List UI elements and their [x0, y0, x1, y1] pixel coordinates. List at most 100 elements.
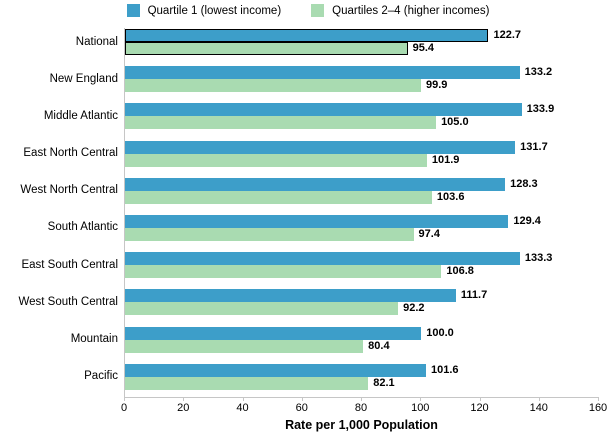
legend-swatch-quartile1-icon — [126, 4, 140, 17]
bar-line: 99.9 — [125, 79, 616, 93]
bar-line: 106.8 — [125, 265, 616, 279]
x-tick-mark — [361, 397, 362, 401]
bar-pair: 122.7 95.4 — [125, 28, 616, 65]
chart-row: West North Central 128.3 103.6 — [0, 177, 616, 214]
category-label: Pacific — [84, 370, 118, 383]
x-tick-label: 80 — [354, 402, 368, 414]
bar-line: 133.3 — [125, 252, 616, 266]
chart-legend: Quartile 1 (lowest income) Quartiles 2–4… — [0, 4, 616, 17]
bar-quartile1 — [125, 177, 506, 191]
x-tick-label: 100 — [411, 402, 430, 414]
bar-quartile1 — [125, 214, 509, 228]
value-label: 101.6 — [430, 363, 459, 376]
category-label: West South Central — [18, 295, 118, 308]
value-label: 82.1 — [373, 376, 395, 389]
bar-pair: 133.9 105.0 — [125, 102, 616, 139]
legend-item-quartile1: Quartile 1 (lowest income) — [126, 4, 282, 17]
category-label: Middle Atlantic — [43, 109, 118, 122]
value-label: 131.7 — [520, 140, 548, 153]
chart-row: East South Central 133.3 106.8 — [0, 251, 616, 288]
bar-quartiles24 — [125, 339, 364, 353]
x-tick-label: 60 — [295, 402, 308, 414]
bar-line: 97.4 — [125, 227, 616, 241]
bar-pair: 129.4 97.4 — [125, 214, 616, 251]
chart-row: Mountain 100.0 80.4 — [0, 326, 616, 363]
value-label: 133.9 — [526, 103, 555, 116]
category-label: National — [75, 35, 118, 48]
chart-row: New England 133.2 99.9 — [0, 65, 616, 102]
bar-quartile1 — [125, 289, 456, 303]
category-label: New England — [49, 72, 118, 85]
bar-quartiles24 — [125, 376, 369, 390]
value-label: 101.9 — [431, 153, 460, 166]
value-label: 133.2 — [524, 66, 553, 79]
x-tick-mark — [598, 397, 599, 401]
chart-row: South Atlantic 129.4 97.4 — [0, 214, 616, 251]
bar-pair: 133.2 99.9 — [125, 65, 616, 102]
value-label: 105.0 — [441, 116, 469, 129]
bar-line: 131.7 — [125, 140, 616, 154]
value-label: 100.0 — [426, 326, 454, 339]
bar-line: 129.4 — [125, 214, 616, 228]
x-tick-mark — [420, 397, 422, 401]
value-label: 106.8 — [446, 265, 474, 278]
value-label: 99.9 — [425, 79, 448, 92]
legend-label-quartiles24: Quartiles 2–4 (higher incomes) — [332, 4, 490, 17]
bar-line: 101.9 — [125, 153, 616, 167]
bar-line: 133.9 — [125, 103, 616, 117]
bar-quartile1 — [125, 363, 426, 377]
bar-quartiles24 — [125, 302, 399, 316]
x-tick-mark — [242, 397, 244, 401]
x-tick-label: 140 — [529, 402, 548, 414]
bar-line: 92.2 — [125, 302, 616, 316]
chart-row: East North Central 131.7 101.9 — [0, 140, 616, 177]
category-label: East South Central — [21, 258, 118, 271]
bar-quartiles24 — [125, 190, 432, 204]
bar-quartile1 — [125, 103, 522, 117]
value-label: 95.4 — [412, 42, 435, 54]
x-tick-mark — [183, 397, 185, 401]
x-tick-label: 40 — [236, 402, 249, 414]
value-label: 129.4 — [513, 214, 541, 227]
bar-quartiles24 — [125, 227, 414, 241]
bar-line: 133.2 — [125, 66, 616, 80]
value-label: 92.2 — [403, 302, 425, 315]
x-tick-mark — [301, 397, 303, 401]
bar-line: 111.7 — [125, 289, 616, 303]
x-axis-title: Rate per 1,000 Population — [285, 418, 438, 432]
bar-quartiles24 — [125, 265, 442, 279]
bar-quartiles24 — [125, 42, 408, 55]
category-label: West North Central — [20, 184, 118, 197]
bar-pair: 101.6 82.1 — [125, 363, 616, 400]
value-label: 103.6 — [436, 190, 465, 203]
x-tick-mark — [124, 397, 125, 401]
value-label: 80.4 — [368, 339, 390, 352]
bar-line: 80.4 — [125, 339, 616, 353]
value-label: 111.7 — [460, 289, 488, 302]
bar-line: 100.0 — [125, 326, 616, 340]
value-label: 97.4 — [418, 227, 440, 240]
category-label: Mountain — [70, 333, 118, 345]
bar-quartile1 — [125, 326, 422, 340]
x-tick-label: 20 — [177, 402, 190, 414]
bar-pair: 111.7 92.2 — [125, 288, 616, 325]
chart-row: National 122.7 95.4 — [0, 28, 616, 65]
bar-line: 82.1 — [125, 376, 616, 390]
bar-quartile1 — [125, 140, 516, 154]
legend-swatch-quartiles24-icon — [311, 4, 325, 17]
x-tick-mark — [479, 397, 481, 401]
bar-quartile1 — [125, 252, 520, 266]
x-tick-label: 120 — [470, 402, 489, 414]
value-label: 122.7 — [493, 29, 522, 41]
value-label: 133.3 — [524, 252, 553, 265]
chart-row: West South Central 111.7 92.2 — [0, 288, 616, 325]
bar-line: 95.4 — [125, 42, 616, 55]
legend-label-quartile1: Quartile 1 (lowest income) — [147, 4, 282, 17]
bar-line: 105.0 — [125, 116, 616, 130]
bar-pair: 131.7 101.9 — [125, 140, 616, 177]
bar-pair: 100.0 80.4 — [125, 326, 616, 363]
legend-item-quartiles24: Quartiles 2–4 (higher incomes) — [311, 4, 489, 17]
y-axis-line — [124, 28, 125, 398]
bar-rows: National 122.7 95.4 New England 133.2 99.9 Mid… — [0, 28, 616, 400]
